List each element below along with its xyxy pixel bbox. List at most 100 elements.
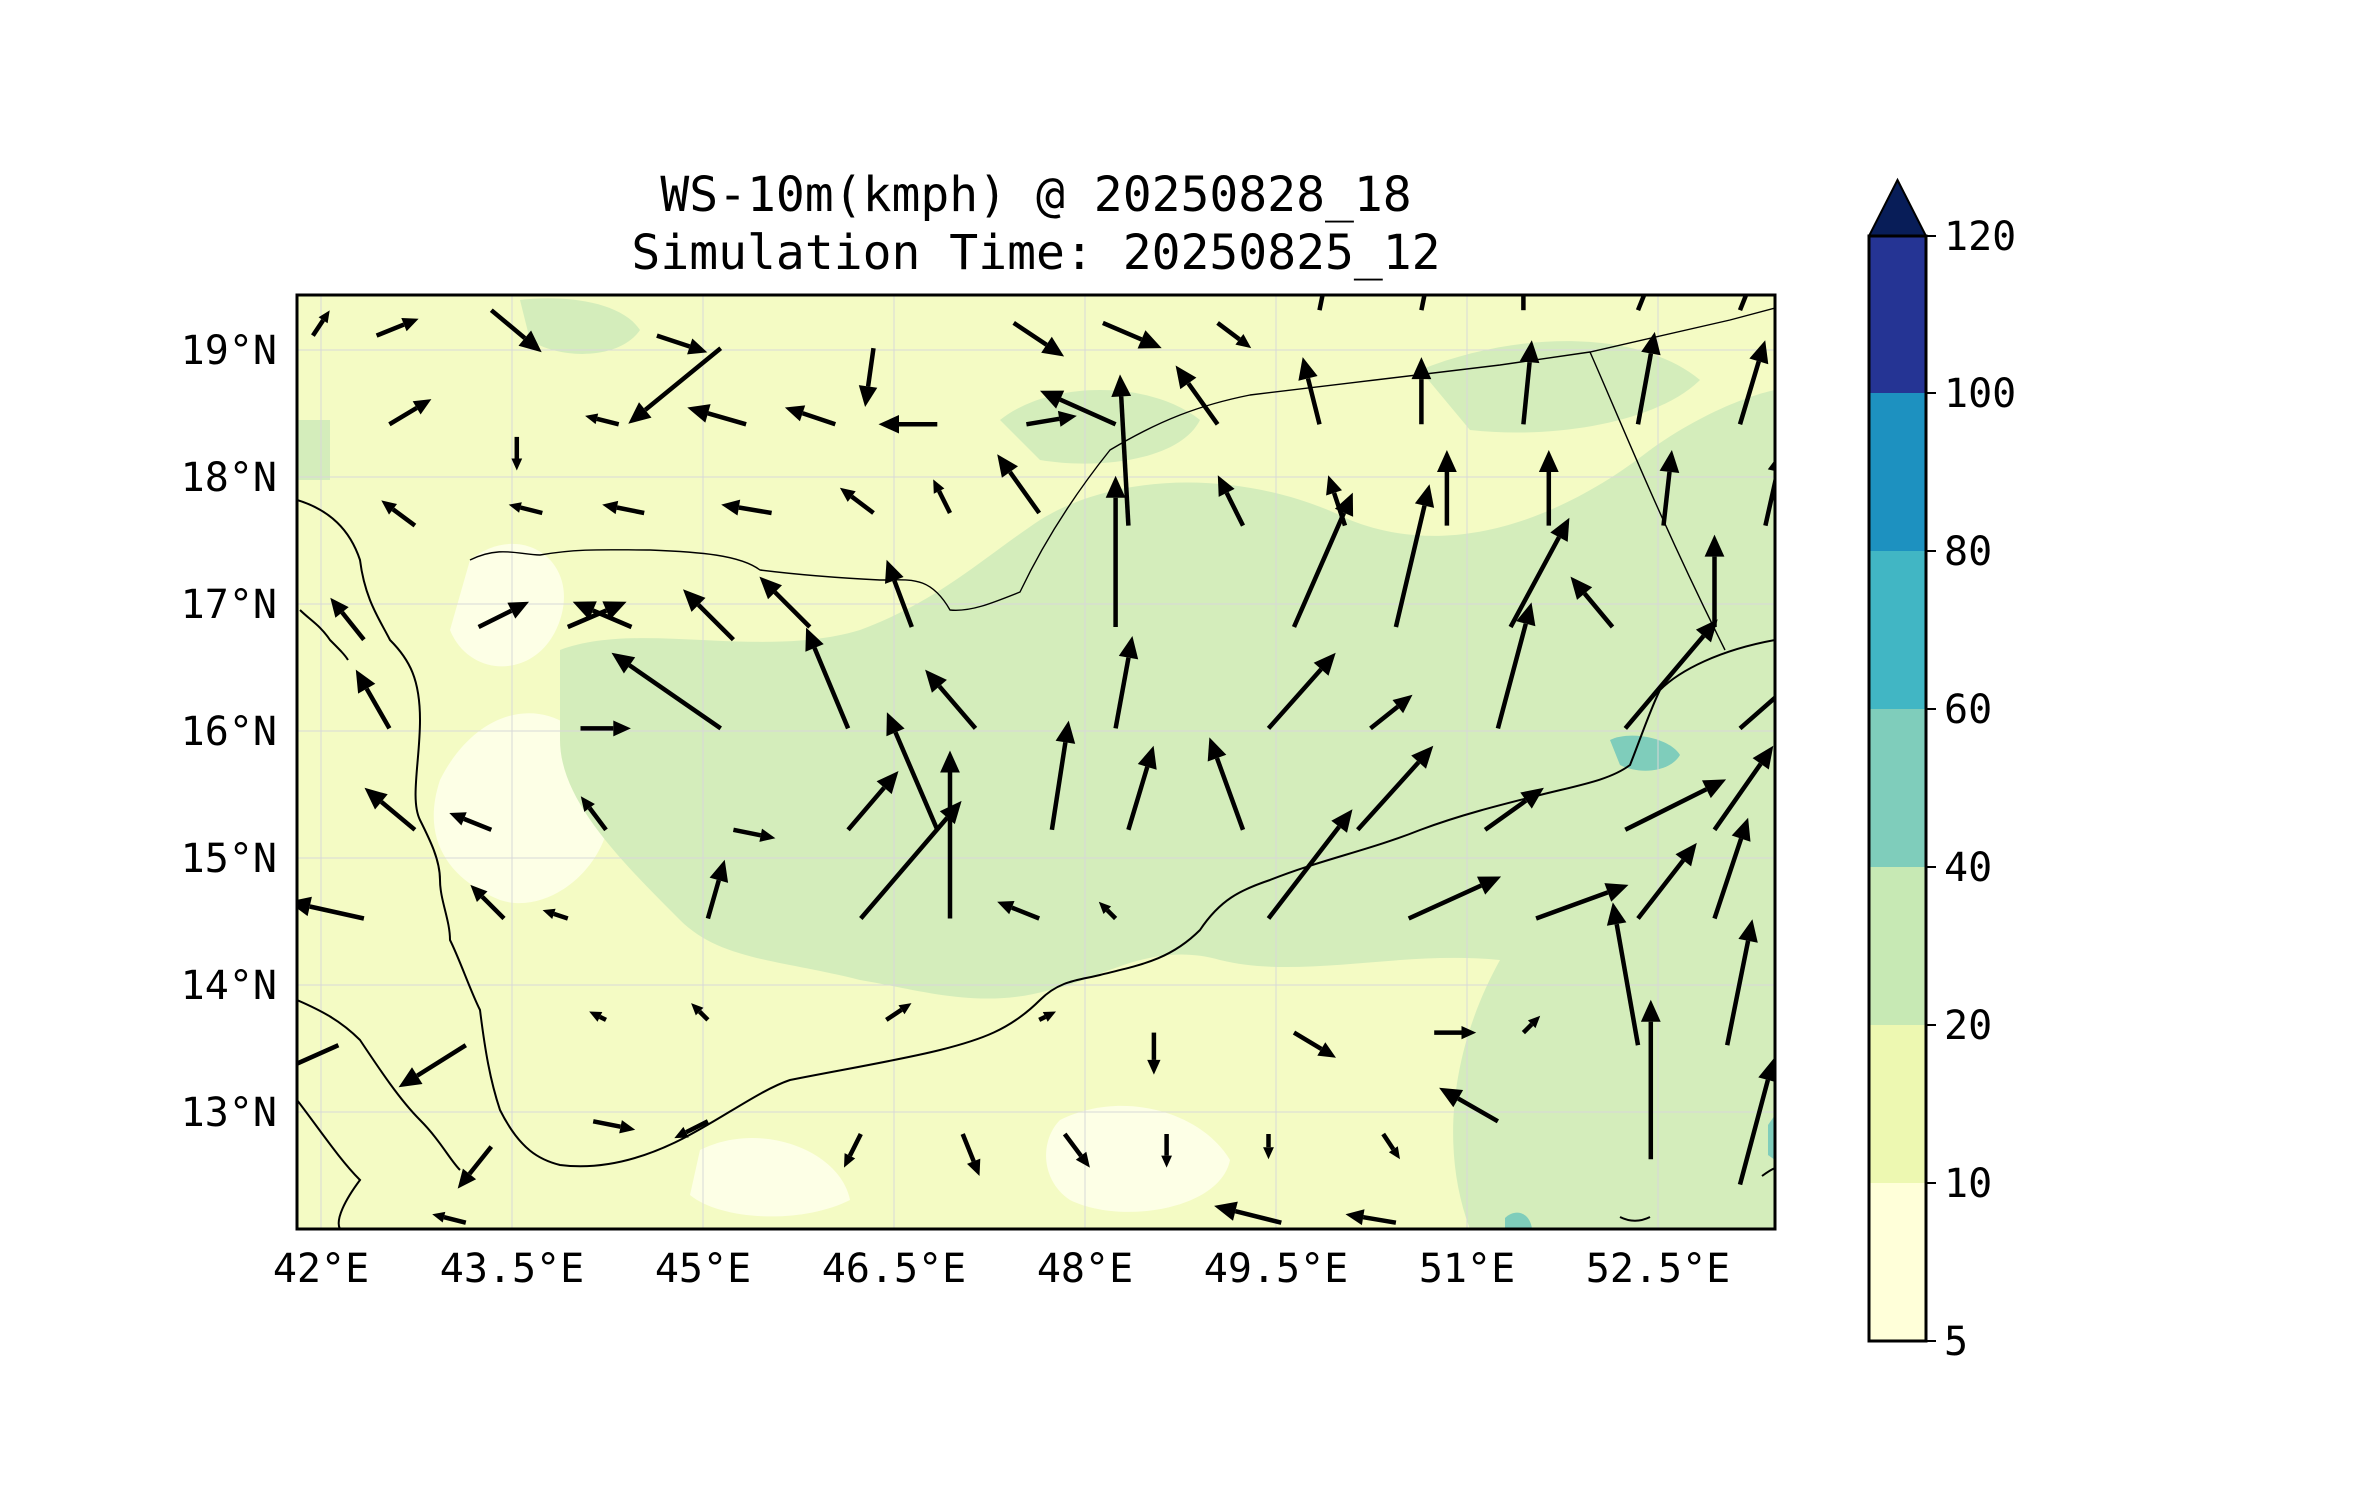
wind-vector-head — [542, 908, 556, 919]
lon-tick: 48°E — [1037, 1246, 1133, 1292]
wind-vector-head — [1263, 1147, 1274, 1160]
wind-vector-shaft — [1829, 813, 1864, 918]
wind-vector-shaft — [1636, 858, 1686, 920]
wind-vector-shaft — [705, 879, 721, 920]
wind-vector-shaft — [850, 494, 875, 515]
wind-vector-head — [1345, 1209, 1365, 1226]
wind-vector-shaft — [892, 579, 914, 628]
wind-vector-shaft — [1038, 1014, 1047, 1022]
wind-vector-head — [1411, 745, 1434, 769]
wind-vector-shaft — [1105, 908, 1118, 921]
wind-vector-head — [511, 458, 523, 471]
wind-vector-head — [1437, 450, 1457, 472]
wind-vector-head — [844, 1153, 856, 1168]
colorbar-label: 80 — [1944, 529, 1992, 575]
wind-vector-head — [759, 828, 776, 842]
wind-vector-head — [1752, 745, 1774, 770]
wind-vector-shaft — [1113, 657, 1131, 729]
wind-vector-head — [628, 402, 652, 424]
wind-vector-head — [997, 454, 1018, 478]
wind-vector-head — [721, 499, 741, 516]
lon-tick: 45°E — [655, 1246, 751, 1292]
wind-vector-head — [1214, 1201, 1238, 1221]
wind-vector-head — [1207, 737, 1227, 762]
wind-vector-shaft — [519, 505, 543, 516]
wind-vector-head — [619, 1120, 636, 1134]
wind-vector-shaft — [859, 816, 950, 920]
wind-vector-head — [997, 901, 1015, 915]
wind-vector-head — [1519, 340, 1540, 364]
wind-vector-shaft — [596, 416, 620, 427]
lat-tick: 17°N — [181, 582, 277, 628]
wind-vector-shaft — [477, 608, 513, 630]
wind-vector-shaft — [1712, 762, 1763, 832]
wind-vector-shaft — [375, 322, 405, 338]
wind-speed-field — [297, 295, 1775, 1229]
wind-vector-head — [1317, 1042, 1336, 1058]
colorbar-segment — [1869, 551, 1926, 709]
wind-vector-shaft — [628, 663, 722, 731]
wind-vector-head — [1843, 1134, 1863, 1157]
wind-vector-head — [967, 1158, 981, 1176]
wind-vector-head — [263, 1061, 287, 1079]
wind-vector-head — [585, 413, 599, 425]
wind-vector-head — [1075, 1151, 1090, 1168]
wind-vector-shaft — [685, 1119, 709, 1135]
wind-vector-shaft — [616, 505, 645, 516]
wind-vector-head — [1041, 336, 1065, 357]
wind-vector-shaft — [696, 603, 735, 642]
colorbar-label: 5 — [1944, 1319, 1968, 1365]
wind-vector-head — [1414, 484, 1435, 508]
wind-vector-shaft — [1737, 360, 1761, 425]
wind-vector-shaft — [311, 319, 325, 337]
wind-vector-shaft — [1582, 592, 1615, 629]
wind-vector-head — [1040, 390, 1065, 409]
wind-vector-head — [1137, 330, 1162, 349]
wind-vector-head — [508, 502, 522, 513]
wind-vector-shaft — [391, 507, 417, 528]
wind-vector-head — [885, 559, 904, 584]
wind-vector-shaft — [885, 1007, 903, 1022]
country-borders — [469, 307, 1775, 651]
colorbar-segment — [1869, 1025, 1926, 1183]
wind-vector-shaft — [893, 731, 940, 831]
wind-vector-shaft — [587, 806, 608, 832]
wind-vector-head — [933, 479, 945, 494]
wind-vector-head — [1784, 670, 1807, 692]
wind-vector-head — [839, 487, 856, 502]
wind-vector-shaft — [865, 347, 876, 387]
wind-vector-head — [355, 669, 376, 694]
lat-tick: 15°N — [181, 836, 277, 882]
wind-vector-shaft — [1763, 472, 1775, 527]
wind-vector-shaft — [443, 1215, 467, 1225]
wind-vector-head — [1659, 450, 1680, 473]
wind-vector-head — [1516, 602, 1536, 627]
wind-vector-head — [1411, 357, 1432, 380]
wind-vector-shaft — [1266, 825, 1341, 920]
wind-vector-shaft — [463, 816, 493, 832]
wind-vector-shaft — [1623, 634, 1706, 730]
lon-tick-labels: 42°E 43.5°E 45°E 46.5°E 48°E 49.5°E 51°E… — [273, 1246, 1730, 1292]
wind-vector-head — [858, 385, 878, 407]
wind-vector-shaft — [937, 684, 978, 730]
wind-vector-shaft — [598, 1014, 607, 1022]
wind-vector-head — [940, 750, 960, 773]
wind-vector-head — [1604, 883, 1629, 902]
wind-vector-head — [1642, 268, 1655, 285]
wind-vector-head — [1057, 410, 1077, 427]
wind-vector-shaft — [1508, 536, 1561, 629]
wind-vector-head — [1702, 779, 1727, 799]
wind-vector-head — [1298, 357, 1318, 381]
wind-vector-shaft — [812, 647, 851, 730]
wind-vector-shaft — [1234, 1209, 1282, 1225]
wind-vector-head — [1042, 1011, 1056, 1022]
wind-vector-head — [1326, 475, 1342, 496]
wind-vector-head — [1137, 745, 1157, 770]
wind-vector-shaft — [1305, 377, 1322, 425]
wind-vector-shaft — [1483, 798, 1528, 832]
lon-tick: 52.5°E — [1586, 1246, 1731, 1292]
colorbar-frame — [1867, 234, 1928, 1343]
map-frame — [295, 293, 1777, 1231]
wind-vector-shaft — [698, 1010, 710, 1022]
